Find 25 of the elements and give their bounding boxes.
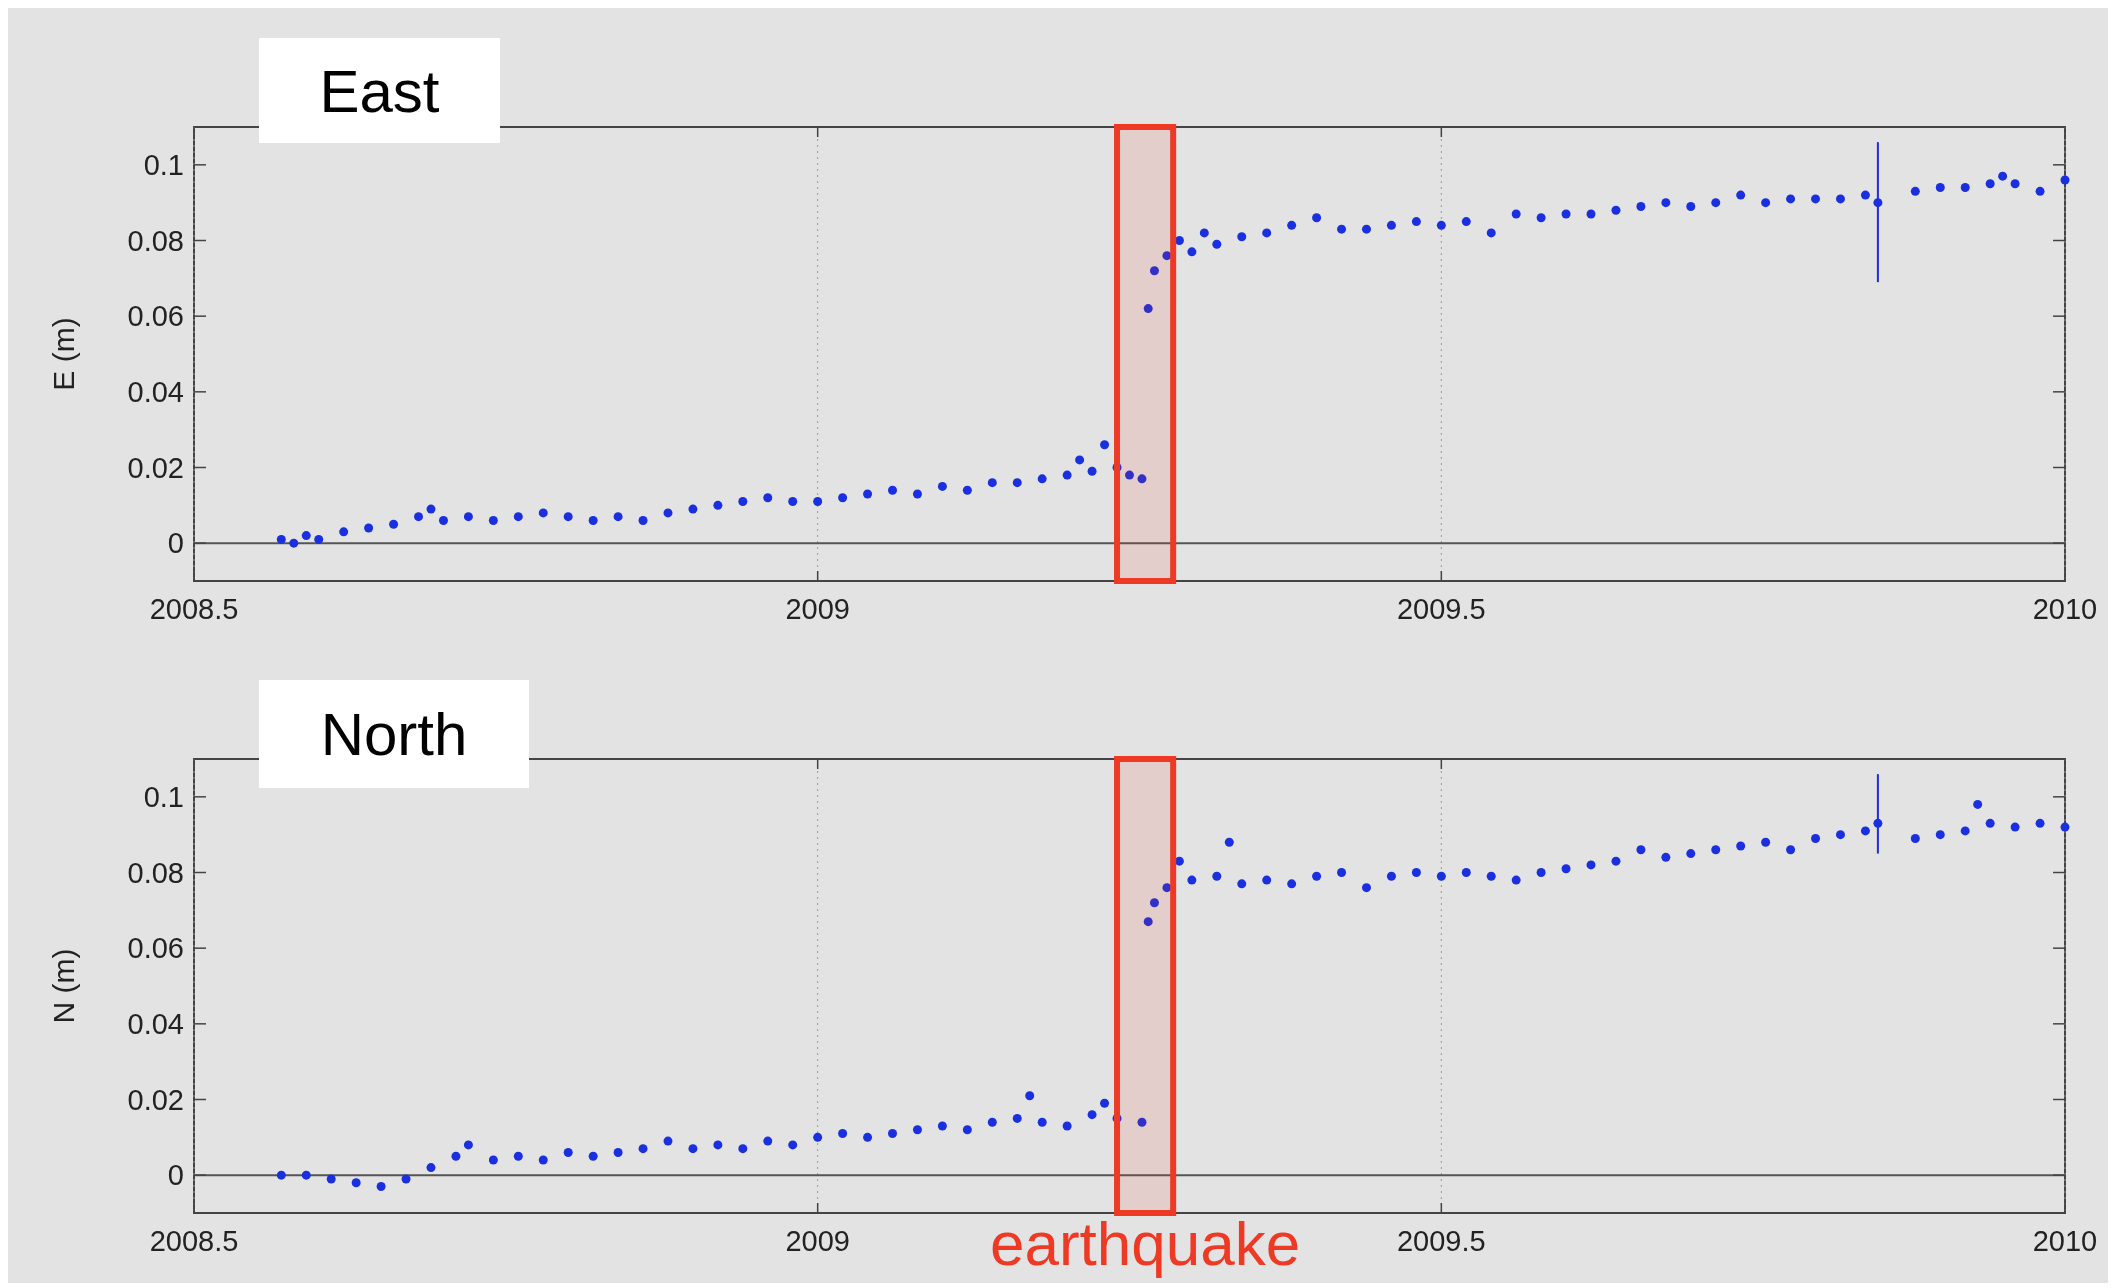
- y-tick-label: 0.1: [143, 148, 184, 181]
- x-tick-label: 2008.5: [149, 1225, 239, 1257]
- y-tick-label: 0: [167, 527, 184, 560]
- x-tick-label: 2009.5: [1396, 1225, 1486, 1257]
- band-label: earthquake: [989, 1209, 1301, 1278]
- x-tick-label: 2009: [785, 1225, 850, 1257]
- x-tick-label: 2009.5: [1396, 593, 1486, 625]
- y-tick-label: 0.08: [127, 856, 184, 889]
- x-tick-label: 2010: [2032, 593, 2098, 625]
- x-tick-label: 2009: [785, 593, 850, 625]
- y-tick-label: 0.02: [127, 451, 184, 484]
- y-axis-title: E (m): [47, 317, 80, 391]
- y-tick-label: 0.06: [127, 300, 184, 333]
- y-tick-label: 0.04: [127, 1007, 184, 1040]
- y-tick-label: 0.06: [127, 932, 184, 965]
- x-tick-label: 2010: [2032, 1225, 2098, 1257]
- y-tick-label: 0.02: [127, 1083, 184, 1116]
- y-tick-label: 0.08: [127, 224, 184, 257]
- y-tick-label: 0.1: [143, 780, 184, 813]
- y-tick-label: 0: [167, 1159, 184, 1192]
- chart-title: North: [320, 701, 468, 768]
- y-tick-label: 0.04: [127, 375, 184, 408]
- y-axis-title: N (m): [47, 948, 80, 1024]
- x-tick-label: 2008.5: [149, 593, 239, 625]
- chart-title: East: [319, 57, 440, 125]
